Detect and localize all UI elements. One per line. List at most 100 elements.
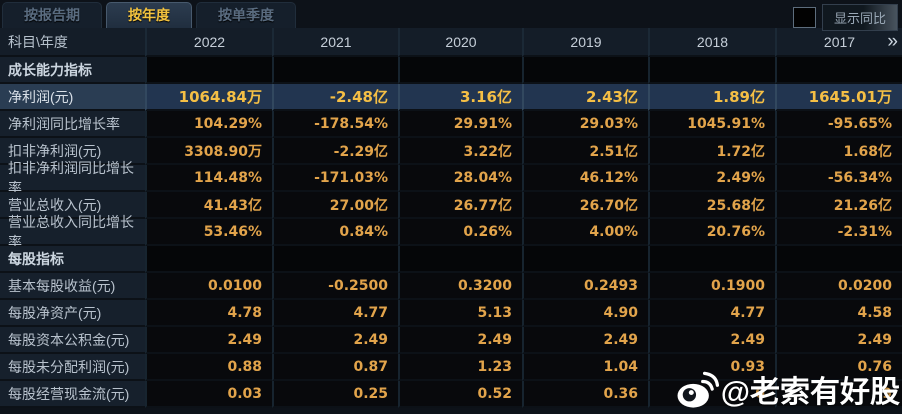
cell-value [648,57,775,84]
cell-value: 1045.91% [648,111,775,138]
row-label: 每股资本公积金(元) [0,327,145,354]
cell-value: -2.48亿 [272,84,398,111]
cell-value: 26.70亿 [522,192,648,219]
section-row: 成长能力指标 [0,57,902,84]
cell-value: 2.49 [648,327,775,354]
cell-value: -178.54% [272,111,398,138]
cell-value: 0.3200 [398,273,522,300]
cell-value: 0.88 [145,354,272,381]
row-label: 每股经营现金流(元) [0,381,145,408]
cell-value: 2.43亿 [522,84,648,111]
watermark-text: @老索有好股 [720,375,900,409]
column-header-2018[interactable]: 2018 [648,28,775,57]
row-label: 扣非净利润(元) [0,138,145,165]
cell-value: 3.16亿 [398,84,522,111]
section-row: 每股指标 [0,246,902,273]
cell-value: 1.04 [522,354,648,381]
cell-value: 21.26亿 [775,192,902,219]
cell-value: 0.0100 [145,273,272,300]
cell-value: 4.77 [272,300,398,327]
cell-value: 5.13 [398,300,522,327]
show-yoy-button[interactable]: 显示同比 [821,4,898,31]
row-label: 每股净资产(元) [0,300,145,327]
show-yoy-checkbox[interactable] [792,7,816,28]
watermark: @老索有好股 [675,371,900,414]
cell-value: 0.1900 [648,273,775,300]
cell-value: 0.26% [398,219,522,246]
cell-value: 3.22亿 [398,138,522,165]
yoy-controls: 显示同比 [792,4,898,31]
column-header-2022[interactable]: 2022 [145,28,272,57]
cell-value [522,57,648,84]
row-label: 基本每股收益(元) [0,273,145,300]
cell-value: -2.31% [775,219,902,246]
cell-value: 1.89亿 [648,84,775,111]
cell-value [145,57,272,84]
column-header-2017[interactable]: 2017 » [775,28,902,57]
table-body: 成长能力指标 净利润(元) 1064.84万 -2.48亿 3.16亿 2.43亿 1.89… [0,57,902,408]
cell-value: 1.68亿 [775,138,902,165]
cell-value: -2.29亿 [272,138,398,165]
financial-table: 科目\年度 2022 2021 2020 2019 2018 2017 » 成长… [0,28,902,408]
cell-value: 0.2493 [522,273,648,300]
cell-value: 25.68亿 [648,192,775,219]
cell-value [648,246,775,273]
header-corner-label: 科目\年度 [0,28,145,57]
cell-value: 0.0200 [775,273,902,300]
cell-value: 20.76% [648,219,775,246]
cell-value: 1.72亿 [648,138,775,165]
row-label: 扣非净利润同比增长率 [0,160,145,196]
table-row[interactable]: 营业总收入同比增长率 53.46% 0.84% 0.26% 4.00% 20.76% -2.… [0,214,902,250]
more-years-icon[interactable]: » [887,31,897,52]
cell-value: 28.04% [398,165,522,192]
cell-value [522,246,648,273]
table-row[interactable]: 基本每股收益(元) 0.0100 -0.2500 0.3200 0.2493 0.1900… [0,273,902,300]
weibo-icon [675,371,719,414]
tab-single-quarter[interactable]: 按单季度 [196,2,296,28]
cell-value [145,246,272,273]
cell-value: 27.00亿 [272,192,398,219]
cell-value: 0.25 [272,381,398,408]
cell-value: 4.58 [775,300,902,327]
row-label: 每股未分配利润(元) [0,354,145,381]
table-row[interactable]: 扣非净利润(元) 3308.90万 -2.29亿 3.22亿 2.51亿 1.72亿 1.6… [0,138,902,165]
column-header-2020[interactable]: 2020 [398,28,522,57]
row-label: 每股指标 [0,246,145,273]
cell-value: 4.78 [145,300,272,327]
cell-value: 0.36 [522,381,648,408]
cell-value: 4.77 [648,300,775,327]
column-header-2019[interactable]: 2019 [522,28,648,57]
cell-value: 0.76 [775,354,902,381]
cell-value: 0.52 [398,381,522,408]
table-row[interactable]: 扣非净利润同比增长率 114.48% -171.03% 28.04% 46.12% 2.4… [0,160,902,196]
row-label: 成长能力指标 [0,57,145,84]
row-label: 净利润同比增长率 [0,111,145,138]
table-row[interactable]: 净利润同比增长率 104.29% -178.54% 29.91% 29.03% 1045.… [0,111,902,138]
row-label: 营业总收入(元) [0,192,145,219]
column-header-2021[interactable]: 2021 [272,28,398,57]
cell-value [398,246,522,273]
cell-value: 4.00% [522,219,648,246]
cell-value: 2.49% [648,165,775,192]
cell-value: -56.34% [775,165,902,192]
cell-value: 26.77亿 [398,192,522,219]
table-row[interactable]: 每股未分配利润(元) 0.88 0.87 1.23 1.04 0.93 0.76 [0,354,902,381]
cell-value [775,57,902,84]
table-row[interactable]: 净利润(元) 1064.84万 -2.48亿 3.16亿 2.43亿 1.89亿 1645.… [0,84,902,111]
cell-value: 2.49 [272,327,398,354]
cell-value: 2.51亿 [522,138,648,165]
table-row[interactable]: 营业总收入(元) 41.43亿 27.00亿 26.77亿 26.70亿 25.68亿 21… [0,192,902,219]
header-year-label: 2017 [823,33,856,50]
cell-value: 4.90 [522,300,648,327]
tab-annual[interactable]: 按年度 [106,2,192,28]
table-row[interactable]: 每股净资产(元) 4.78 4.77 5.13 4.90 4.77 4.58 [0,300,902,327]
cell-value: 0.03 [145,381,272,408]
table-row[interactable]: 每股资本公积金(元) 2.49 2.49 2.49 2.49 2.49 2.49 [0,327,902,354]
cell-value: 29.91% [398,111,522,138]
cell-value: 104.29% [145,111,272,138]
cell-value [272,246,398,273]
cell-value: -95.65% [775,111,902,138]
tab-report-period[interactable]: 按报告期 [2,2,102,28]
cell-value: 3308.90万 [145,138,272,165]
